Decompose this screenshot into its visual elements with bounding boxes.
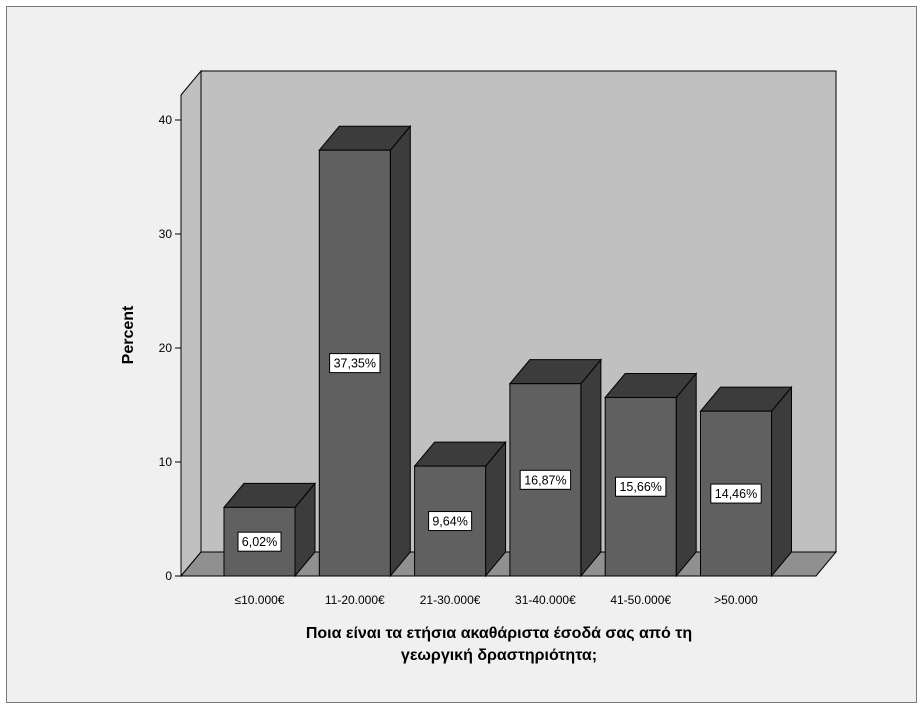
- data-label-box-1: [329, 353, 381, 374]
- x-axis: ≤10.000€ 11-20.000€ 21-30.000€ 31-40.000€ 41…: [235, 593, 759, 607]
- data-label-3: 16,87%: [524, 473, 566, 487]
- y-tick-label-2: 20: [159, 341, 173, 355]
- bar-2: 9,64%: [413, 440, 507, 578]
- bar-side-4: [675, 372, 697, 578]
- bars: 6,02% 37,35% 9,64% 16,87% 15,66% 14,46%: [222, 124, 793, 578]
- data-label-box-4: [615, 476, 667, 497]
- bar-0: 6,02%: [222, 481, 317, 578]
- bar-side-5: [771, 385, 792, 578]
- y-tick-label-4: 40: [159, 113, 173, 127]
- data-label-1: 37,35%: [334, 357, 376, 371]
- bar-side-3: [580, 358, 602, 578]
- data-label-2: 9,64%: [432, 515, 467, 529]
- x-tick-label-0: ≤10.000€: [235, 593, 285, 607]
- y-tick-label-0: 0: [165, 569, 172, 583]
- x-axis-title-line-2: γεωργική δραστηριότητα;: [401, 647, 597, 664]
- data-label-box-0: [237, 531, 282, 552]
- data-label-box-5: [710, 483, 762, 504]
- x-tick-label-2: 21-30.000€: [420, 593, 481, 607]
- x-tick-label-1: 11-20.000€: [325, 593, 385, 607]
- left-wall: [180, 69, 202, 578]
- bar-3: 16,87%: [508, 358, 602, 578]
- data-label-box-2: [428, 511, 473, 532]
- bar-1: 37,35%: [318, 124, 412, 578]
- y-tick-label-3: 30: [159, 227, 173, 241]
- bar-4: 15,66%: [604, 372, 698, 578]
- x-tick-label-4: 41-50.000€: [610, 593, 671, 607]
- data-label-4: 15,66%: [619, 480, 661, 494]
- y-tick-label-1: 10: [159, 455, 173, 469]
- y-axis: 0 10 20 30 40: [159, 95, 182, 583]
- data-label-5: 14,46%: [715, 487, 757, 501]
- data-label-box-3: [519, 469, 572, 490]
- y-axis-title: Percent: [120, 305, 137, 364]
- data-label-0: 6,02%: [242, 535, 277, 549]
- bar-side-1: [389, 124, 411, 578]
- x-axis-title-line-1: Ποια είναι τα ετήσια ακαθάριστα έσοδά σα…: [306, 625, 692, 642]
- bar-5: 14,46%: [699, 385, 793, 578]
- x-tick-label-3: 31-40.000€: [515, 593, 576, 607]
- x-tick-label-5: >50.000: [714, 593, 758, 607]
